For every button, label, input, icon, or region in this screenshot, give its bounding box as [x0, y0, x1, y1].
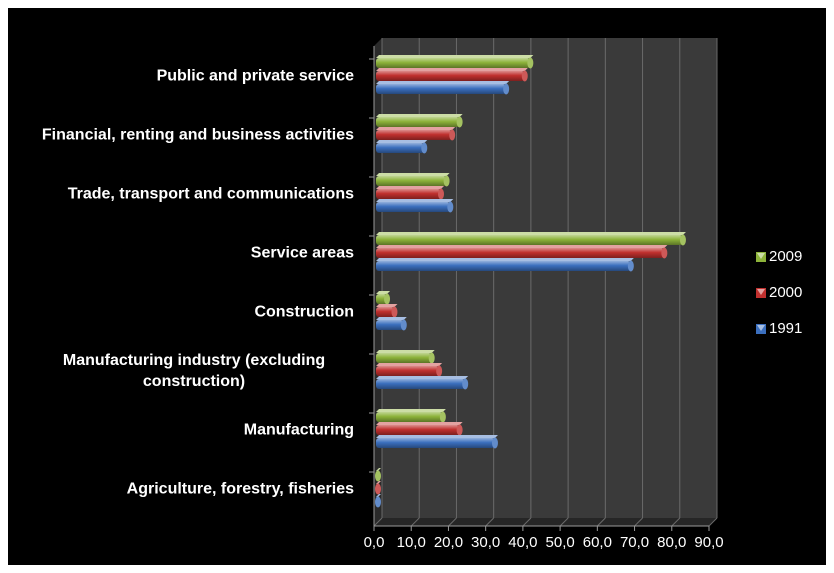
bar-2009-3 — [376, 173, 450, 187]
bar-2009-5 — [376, 291, 391, 305]
bar-1991-1 — [376, 81, 510, 95]
bar-1991-6 — [376, 376, 469, 390]
bar-2009-2 — [376, 114, 463, 128]
plot-floor — [374, 518, 717, 526]
category-label: Agriculture, forestry, fisheries — [126, 480, 354, 498]
x-tick-label: 60,0 — [582, 534, 612, 551]
bar-2000-3 — [376, 186, 444, 200]
legend-item-2009: 2009 — [756, 248, 802, 266]
bar-2009-1 — [376, 55, 534, 69]
legend-swatch — [756, 252, 766, 262]
bar-1991-3 — [376, 199, 454, 213]
legend-swatch — [756, 288, 766, 298]
x-tick-label: 0,0 — [363, 534, 385, 551]
gridline-floor — [485, 517, 495, 527]
category-label: Financial, renting and business activiti… — [41, 126, 354, 144]
gridline-floor — [410, 517, 420, 527]
x-tick-label: 30,0 — [471, 534, 501, 551]
x-tick-label: 40,0 — [508, 534, 538, 551]
category-label: Public and private service — [156, 67, 354, 85]
gridline-floor — [708, 517, 718, 527]
bar-1991-4 — [376, 258, 634, 272]
legend-swatch — [756, 324, 766, 334]
legend-label: 2000 — [769, 284, 803, 301]
bar-1991-2 — [376, 140, 428, 154]
legend-item-2000: 2000 — [756, 284, 802, 302]
chart-legend: 2009 2000 1991 — [756, 248, 802, 356]
plot-side-wall — [374, 38, 382, 526]
legend-label: 2009 — [769, 248, 803, 265]
bar-2000-7 — [376, 422, 463, 436]
gridline-floor — [373, 517, 383, 527]
bar-2000-4 — [376, 245, 668, 259]
x-tick-label: 10,0 — [396, 534, 426, 551]
x-tick-label: 80,0 — [657, 534, 687, 551]
x-tick-label: 20,0 — [433, 534, 464, 551]
bar-1991-7 — [376, 435, 498, 449]
legend-label: 1991 — [769, 320, 803, 337]
bar-1991-5 — [376, 317, 407, 331]
x-tick-label: 70,0 — [619, 534, 650, 551]
category-label: Manufacturing — [243, 421, 354, 439]
bar-2009-8 — [375, 468, 381, 482]
bar-2000-5 — [376, 304, 398, 318]
gridline-floor — [522, 517, 532, 527]
legend-item-1991: 1991 — [756, 320, 802, 338]
bar-2009-7 — [376, 409, 446, 423]
bar-chart — [369, 38, 718, 531]
category-label: Service areas — [250, 244, 354, 262]
category-label: Trade, transport and communications — [67, 185, 354, 203]
bar-2000-8 — [375, 481, 381, 495]
bar-2009-4 — [376, 232, 686, 246]
bar-1991-8 — [375, 494, 381, 508]
chart-frame: Public and private service Financial, ren… — [8, 8, 826, 565]
bar-2000-2 — [376, 127, 456, 141]
gridline-floor — [559, 517, 569, 527]
bar-2000-1 — [376, 68, 528, 82]
x-tick-label: 50,0 — [545, 534, 575, 551]
bar-2009-6 — [376, 350, 435, 364]
bar-2000-6 — [376, 363, 443, 377]
gridline-floor — [448, 517, 457, 527]
gridline-floor — [634, 517, 643, 527]
category-label: Manufacturing industry (excluding constr… — [62, 352, 326, 390]
gridline-floor — [596, 517, 606, 527]
x-tick-label: 90,0 — [694, 534, 724, 551]
category-label: Construction — [254, 303, 354, 321]
gridline-floor — [671, 517, 681, 527]
